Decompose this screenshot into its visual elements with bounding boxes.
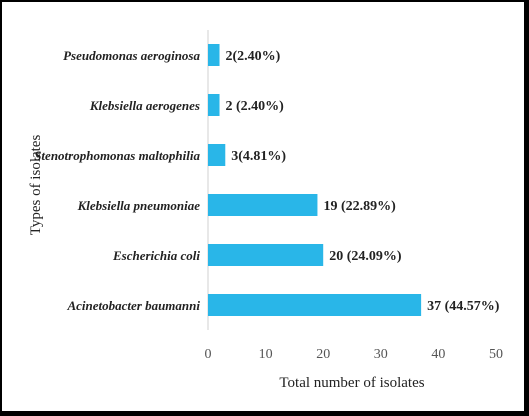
x-tick-label: 50 [489,347,503,362]
data-label: 37 (44.57%) [427,299,500,314]
category-label: Pseudomonas aeroginosa [63,48,200,63]
bar [208,294,422,316]
x-tick-label: 40 [431,347,445,362]
category-label: Klebsiella aerogenes [89,98,200,113]
category-label: Stenotrophomonas maltophilia [34,148,200,163]
x-tick-label: 30 [374,347,388,362]
bar [208,44,220,66]
category-label: Escherichia coli [112,248,200,263]
category-label: Acinetobacter baumanni [66,298,200,313]
x-tick-label: 10 [259,347,273,362]
data-label: 19 (22.89%) [323,199,396,214]
y-axis-title: Types of isolates [28,135,44,236]
bar [208,194,318,216]
data-label: 20 (24.09%) [329,249,402,264]
data-label: 2 (2.40%) [226,99,285,114]
bar [208,94,220,116]
data-label: 2(2.40%) [226,49,281,64]
category-label: Klebsiella pneumoniae [77,198,201,213]
x-tick-label: 20 [316,347,330,362]
x-tick-label: 0 [205,347,212,362]
bar [208,244,324,266]
data-label: 3(4.81%) [231,149,286,164]
x-axis-title: Total number of isolates [279,375,424,391]
bar [208,144,226,166]
